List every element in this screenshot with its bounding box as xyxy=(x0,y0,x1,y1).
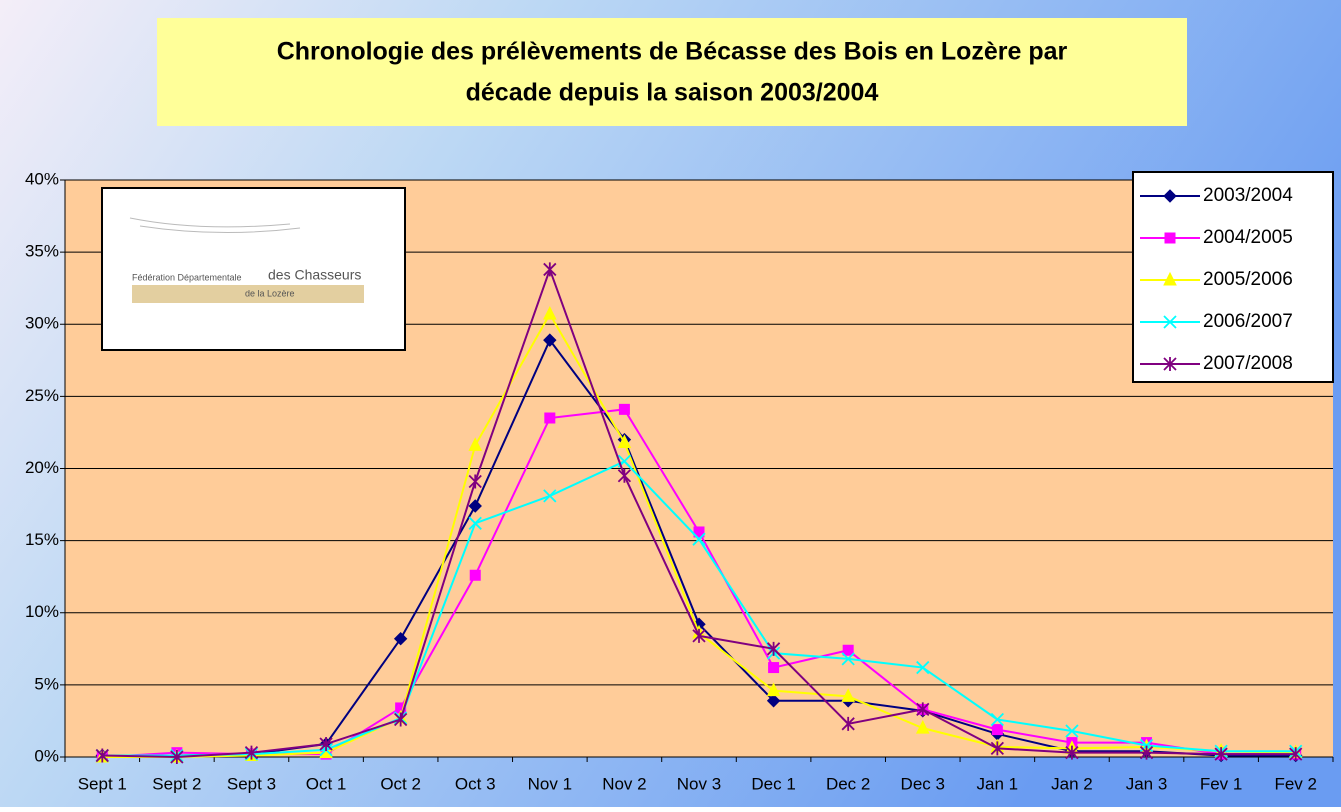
y-tick-label: 40% xyxy=(25,169,59,188)
marker xyxy=(991,724,1003,736)
marker xyxy=(393,632,408,646)
marker xyxy=(468,499,482,513)
marker xyxy=(95,748,109,763)
marker xyxy=(1214,747,1228,762)
marker xyxy=(394,712,408,727)
y-tick-label: 5% xyxy=(34,674,59,693)
chart-title: décade depuis la saison 2003/2004 xyxy=(466,79,879,107)
marker xyxy=(916,702,930,717)
marker xyxy=(543,489,557,503)
marker xyxy=(468,516,482,530)
marker xyxy=(990,712,1004,727)
legend-label: 2006/2007 xyxy=(1203,311,1293,332)
marker xyxy=(544,412,556,424)
x-tick-label: Fev 2 xyxy=(1274,774,1317,793)
x-tick-label: Nov 2 xyxy=(602,774,646,793)
x-tick-label: Sept 3 xyxy=(227,774,276,793)
marker xyxy=(1163,271,1177,286)
y-tick-label: 10% xyxy=(25,602,59,621)
marker xyxy=(692,628,706,643)
chart-title: Chronologie des prélèvements de Bécasse … xyxy=(277,38,1068,66)
x-tick-label: Sept 2 xyxy=(152,774,201,793)
marker xyxy=(618,403,630,415)
marker xyxy=(841,716,855,731)
marker xyxy=(244,745,259,760)
marker xyxy=(468,437,483,451)
x-tick-label: Jan 1 xyxy=(977,774,1019,793)
legend-label: 2004/2005 xyxy=(1203,227,1293,248)
logo-text: Fédération Départementale xyxy=(132,272,242,282)
marker xyxy=(692,532,706,546)
x-tick-label: Jan 2 xyxy=(1051,774,1093,793)
marker xyxy=(1163,189,1177,203)
marker xyxy=(319,737,333,752)
marker xyxy=(468,474,482,489)
marker xyxy=(617,468,632,483)
x-tick-label: Dec 3 xyxy=(901,774,945,793)
marker xyxy=(766,641,781,656)
x-tick-label: Nov 3 xyxy=(677,774,721,793)
marker xyxy=(543,333,557,347)
marker xyxy=(842,644,854,656)
marker xyxy=(469,569,481,581)
marker xyxy=(1065,745,1079,760)
x-tick-label: Dec 2 xyxy=(826,774,870,793)
y-tick-label: 15% xyxy=(25,530,59,549)
title-box xyxy=(157,18,1187,126)
marker xyxy=(1065,724,1079,738)
logo-swoosh xyxy=(129,217,301,234)
x-tick-label: Fev 1 xyxy=(1200,774,1243,793)
x-tick-label: Oct 2 xyxy=(380,774,421,793)
y-tick-label: 35% xyxy=(25,242,59,261)
marker xyxy=(1164,232,1176,244)
marker xyxy=(170,750,184,764)
legend-label: 2007/2008 xyxy=(1203,353,1293,374)
marker xyxy=(915,720,930,734)
marker xyxy=(990,741,1004,756)
legend-label: 2003/2004 xyxy=(1203,185,1293,206)
marker xyxy=(766,694,781,708)
y-tick-label: 25% xyxy=(25,386,59,405)
legend-box xyxy=(1132,171,1334,383)
marker xyxy=(543,262,557,277)
marker xyxy=(1139,745,1154,760)
marker xyxy=(916,660,930,675)
logo-band xyxy=(132,285,364,303)
marker xyxy=(768,662,780,674)
marker xyxy=(1163,357,1177,371)
marker xyxy=(1289,747,1303,762)
x-tick-label: Sept 1 xyxy=(78,774,127,793)
marker xyxy=(841,652,855,666)
y-tick-label: 0% xyxy=(34,746,59,765)
marker xyxy=(693,526,705,538)
logo-text: de la Lozère xyxy=(245,288,295,298)
x-tick-label: Dec 1 xyxy=(751,774,795,793)
x-tick-label: Nov 1 xyxy=(528,774,572,793)
y-tick-label: 30% xyxy=(25,314,59,333)
marker xyxy=(841,688,855,702)
logo-box xyxy=(101,187,406,351)
legend-label: 2005/2006 xyxy=(1203,269,1293,290)
y-tick-label: 20% xyxy=(25,458,59,477)
logo-text: des Chasseurs xyxy=(268,267,361,283)
marker xyxy=(766,682,781,697)
marker xyxy=(1163,315,1177,329)
x-tick-label: Jan 3 xyxy=(1126,774,1168,793)
x-tick-label: Oct 1 xyxy=(306,774,347,793)
x-tick-label: Oct 3 xyxy=(455,774,496,793)
marker xyxy=(617,434,632,449)
marker xyxy=(543,306,557,320)
